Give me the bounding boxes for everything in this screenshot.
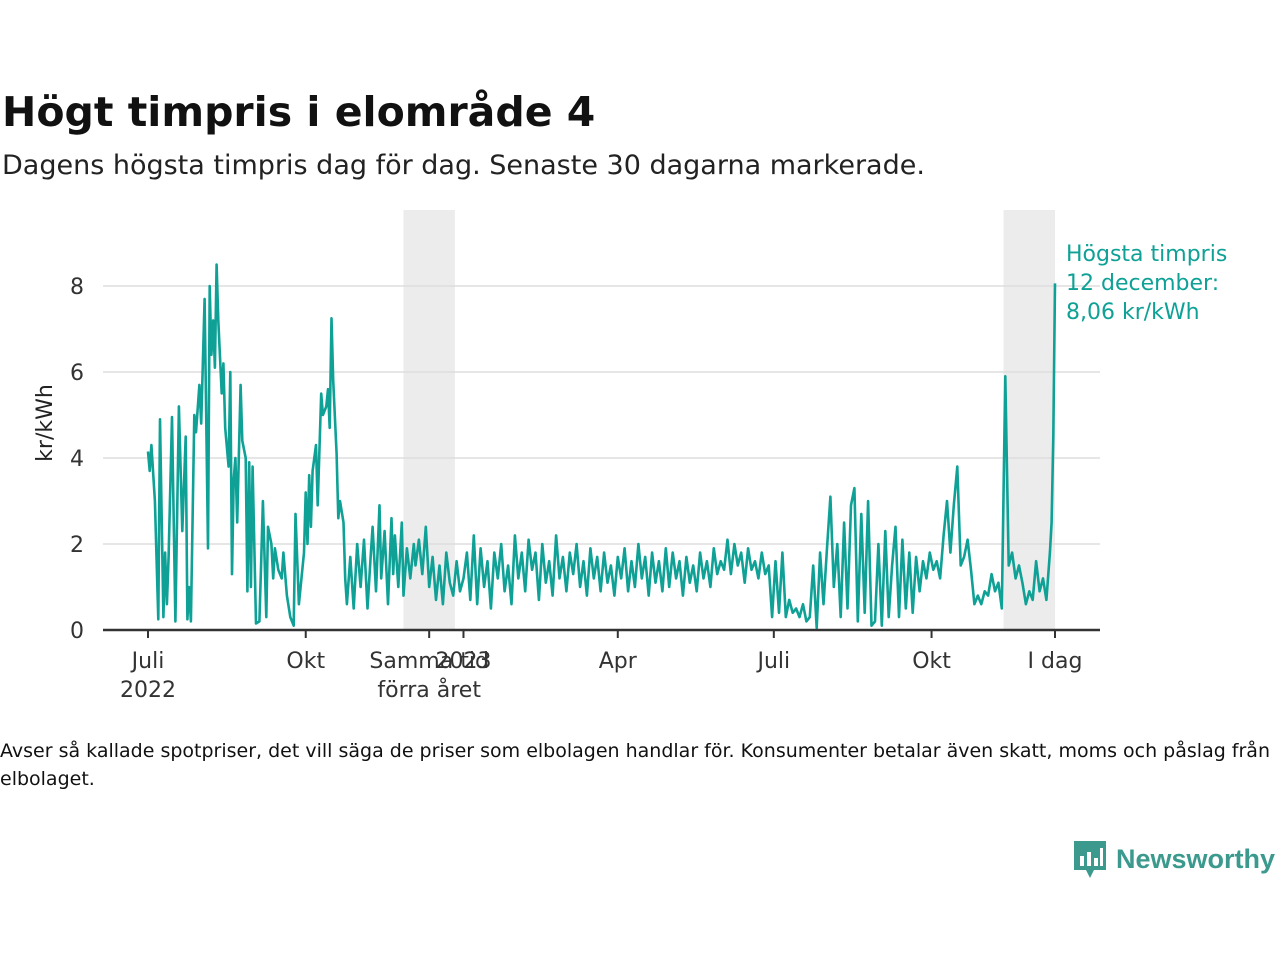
x-tick-label-1-0: Okt — [286, 649, 325, 674]
line-chart: 0 2 4 6 8 kr/kWh Juli 2022 Okt 2023 Apr Juli Okt I … — [33, 210, 1234, 703]
x-tick-label-0-1: 2022 — [120, 678, 176, 703]
annotation: Högsta timpris 12 december: 8,06 kr/kWh — [1066, 242, 1234, 325]
y-axis-label: kr/kWh — [33, 384, 58, 462]
chart-title: Högt timpris i elområde 4 — [2, 88, 596, 136]
annotation-line-1: Högsta timpris — [1066, 242, 1227, 267]
gridlines — [103, 285, 1100, 545]
annotation-line-2: 12 december: — [1066, 271, 1219, 296]
chart-subtitle: Dagens högsta timpris dag för dag. Senas… — [2, 150, 925, 181]
x-tick-label-4-0: Juli — [755, 649, 790, 674]
y-tick-label-0: 0 — [70, 619, 84, 644]
brand-logo[interactable]: Newsworthy — [1072, 838, 1275, 880]
y-axis-ticks: 0 2 4 6 8 — [70, 275, 84, 644]
x-tick-label-7-1: förra året — [377, 677, 481, 703]
brand-name: Newsworthy — [1116, 843, 1276, 874]
y-tick-label-2: 2 — [70, 533, 84, 558]
highlight-band-1 — [1003, 210, 1055, 630]
y-tick-label-6: 6 — [70, 361, 84, 386]
series-line — [146, 263, 1057, 630]
x-tick-label-7-0: Samma tid — [369, 649, 489, 674]
x-tick-label-5-0: Okt — [912, 649, 951, 674]
newsworthy-logo-icon — [1074, 841, 1106, 878]
x-tick-label-6-0: I dag — [1028, 649, 1083, 674]
y-tick-label-8: 8 — [70, 275, 84, 300]
footnote: Avser så kallade spotpriser, det vill sä… — [0, 740, 1270, 790]
x-axis: Juli 2022 Okt 2023 Apr Juli Okt I dag Samma tid f… — [103, 628, 1100, 703]
x-tick-label-3-0: Apr — [599, 649, 638, 674]
annotation-line-3: 8,06 kr/kWh — [1066, 300, 1200, 325]
x-tick-label-2-0: 2023 — [435, 649, 491, 674]
x-tick-label-0-0: Juli — [130, 649, 165, 674]
y-tick-label-4: 4 — [70, 447, 84, 472]
